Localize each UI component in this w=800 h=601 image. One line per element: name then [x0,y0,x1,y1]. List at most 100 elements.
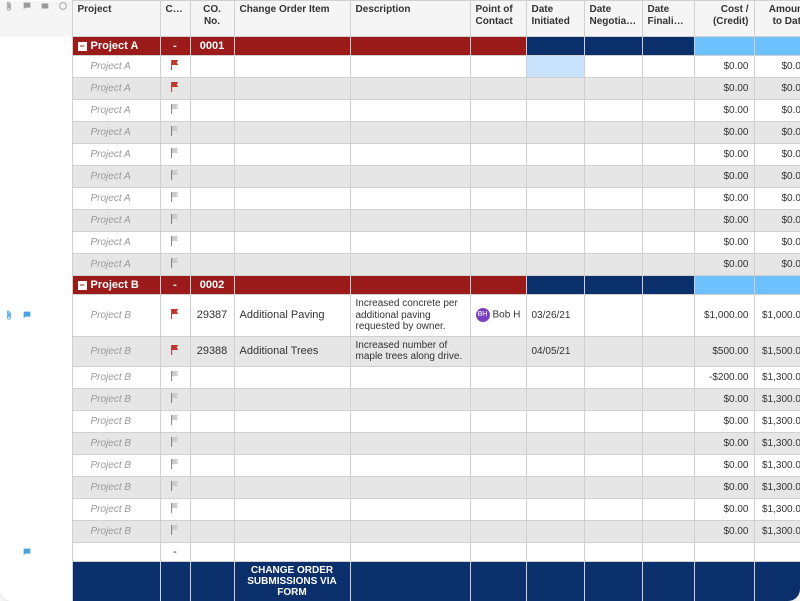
row-comment[interactable] [18,498,36,520]
cell-dneg[interactable] [584,210,642,232]
cell-dfin[interactable] [642,144,694,166]
cell-dfin[interactable] [642,100,694,122]
cell-dinit[interactable] [526,454,584,476]
cell-poc[interactable] [470,56,526,78]
cell-dinit[interactable] [526,476,584,498]
cell-desc[interactable] [350,56,470,78]
row-attach[interactable] [0,336,18,366]
row-attach[interactable] [0,56,18,78]
row-comment[interactable] [18,122,36,144]
cell-flag[interactable] [160,254,190,276]
row-attach[interactable] [0,388,18,410]
cell-desc[interactable] [350,476,470,498]
cell-desc[interactable] [350,520,470,542]
cell-amt[interactable]: $0.00 [754,144,800,166]
cell-cost[interactable]: $0.00 [694,388,754,410]
table-row[interactable]: Project A$0.00$0.00 [0,78,800,100]
cell-item[interactable] [234,188,350,210]
table-row[interactable]: Project B 29387Additional PavingIncreased… [0,295,800,337]
cell-cono[interactable]: 29387 [190,295,234,337]
cell-item[interactable] [234,166,350,188]
cell-cost[interactable]: $1,000.00 [694,295,754,337]
cell-poc[interactable] [470,166,526,188]
cell-cost[interactable]: $0.00 [694,410,754,432]
cell-desc[interactable] [350,144,470,166]
cell-amt[interactable]: $1,300.00 [754,410,800,432]
cell-item[interactable]: Additional Paving [234,295,350,337]
cell-desc[interactable] [350,100,470,122]
cell-amt[interactable]: $0.00 [754,100,800,122]
cell-cost[interactable]: $0.00 [694,78,754,100]
row-comment[interactable] [18,476,36,498]
cell-item[interactable] [234,144,350,166]
cell-cost[interactable]: $0.00 [694,254,754,276]
cell-poc[interactable] [470,100,526,122]
cell-cost[interactable]: $0.00 [694,144,754,166]
cell-dfin[interactable] [642,388,694,410]
cell-project[interactable]: Project A [72,254,160,276]
cell-project[interactable]: Project A [72,122,160,144]
col-project[interactable]: Project [72,1,160,37]
cell-project[interactable]: Project B [72,498,160,520]
empty-row[interactable]: - [0,542,800,561]
cell[interactable]: - [160,276,190,295]
row-comment[interactable] [18,454,36,476]
table-row[interactable]: Project A$0.00$0.00 [0,56,800,78]
cell-item[interactable] [234,476,350,498]
cell-project[interactable]: Project B [72,366,160,388]
row-comment[interactable] [18,410,36,432]
cell-poc[interactable] [470,388,526,410]
cell-dfin[interactable] [642,366,694,388]
cell-flag[interactable] [160,388,190,410]
cell-dinit[interactable] [526,56,584,78]
cell-cono[interactable] [190,122,234,144]
cell-flag[interactable] [160,232,190,254]
cell-dfin[interactable] [642,122,694,144]
col-co-no[interactable]: CO. No. [190,1,234,37]
cell-desc[interactable] [350,210,470,232]
cell-desc[interactable] [350,188,470,210]
cell-dinit[interactable] [526,388,584,410]
cell-cost[interactable]: $0.00 [694,520,754,542]
cell-item[interactable] [234,454,350,476]
row-comment[interactable] [18,388,36,410]
cell[interactable]: - [160,37,190,56]
col-point-of-contact[interactable]: Point of Contact [470,1,526,37]
cell-item[interactable] [234,432,350,454]
cell-desc[interactable]: Increased concrete per additional paving… [350,295,470,337]
cell-poc[interactable] [470,254,526,276]
cell-poc[interactable] [470,78,526,100]
collapse-icon[interactable]: − [78,42,87,51]
cell-dinit[interactable] [526,254,584,276]
cell-cono[interactable] [190,166,234,188]
row-attach[interactable] [0,122,18,144]
cell-poc[interactable] [470,520,526,542]
cell-dfin[interactable] [642,336,694,366]
cell-amt[interactable]: $1,500.00 [754,336,800,366]
cell-project[interactable]: Project B [72,295,160,337]
cell-cono[interactable] [190,388,234,410]
cell-project[interactable]: Project B [72,520,160,542]
cell-poc[interactable] [470,232,526,254]
cell-dneg[interactable] [584,388,642,410]
cell-cost[interactable]: $0.00 [694,454,754,476]
cell-amt[interactable]: $0.00 [754,188,800,210]
cell-dneg[interactable] [584,295,642,337]
cell-flag[interactable] [160,295,190,337]
table-row[interactable]: Project B29388Additional TreesIncreased … [0,336,800,366]
cell-flag[interactable] [160,166,190,188]
cell-poc[interactable] [470,432,526,454]
cell-dinit[interactable] [526,166,584,188]
cell-project[interactable]: Project A [72,232,160,254]
cell-desc[interactable] [350,366,470,388]
col-amount-to-date[interactable]: Amount to Date [754,1,800,37]
cell-desc[interactable] [350,454,470,476]
cell-dneg[interactable] [584,144,642,166]
col-change-order-item[interactable]: Change Order Item [234,1,350,37]
row-attach[interactable] [0,210,18,232]
table-row[interactable]: Project B$0.00$1,300.00 [0,410,800,432]
cell-dfin[interactable] [642,166,694,188]
row-attach[interactable] [0,188,18,210]
cell-flag[interactable] [160,210,190,232]
cell-flag[interactable] [160,432,190,454]
